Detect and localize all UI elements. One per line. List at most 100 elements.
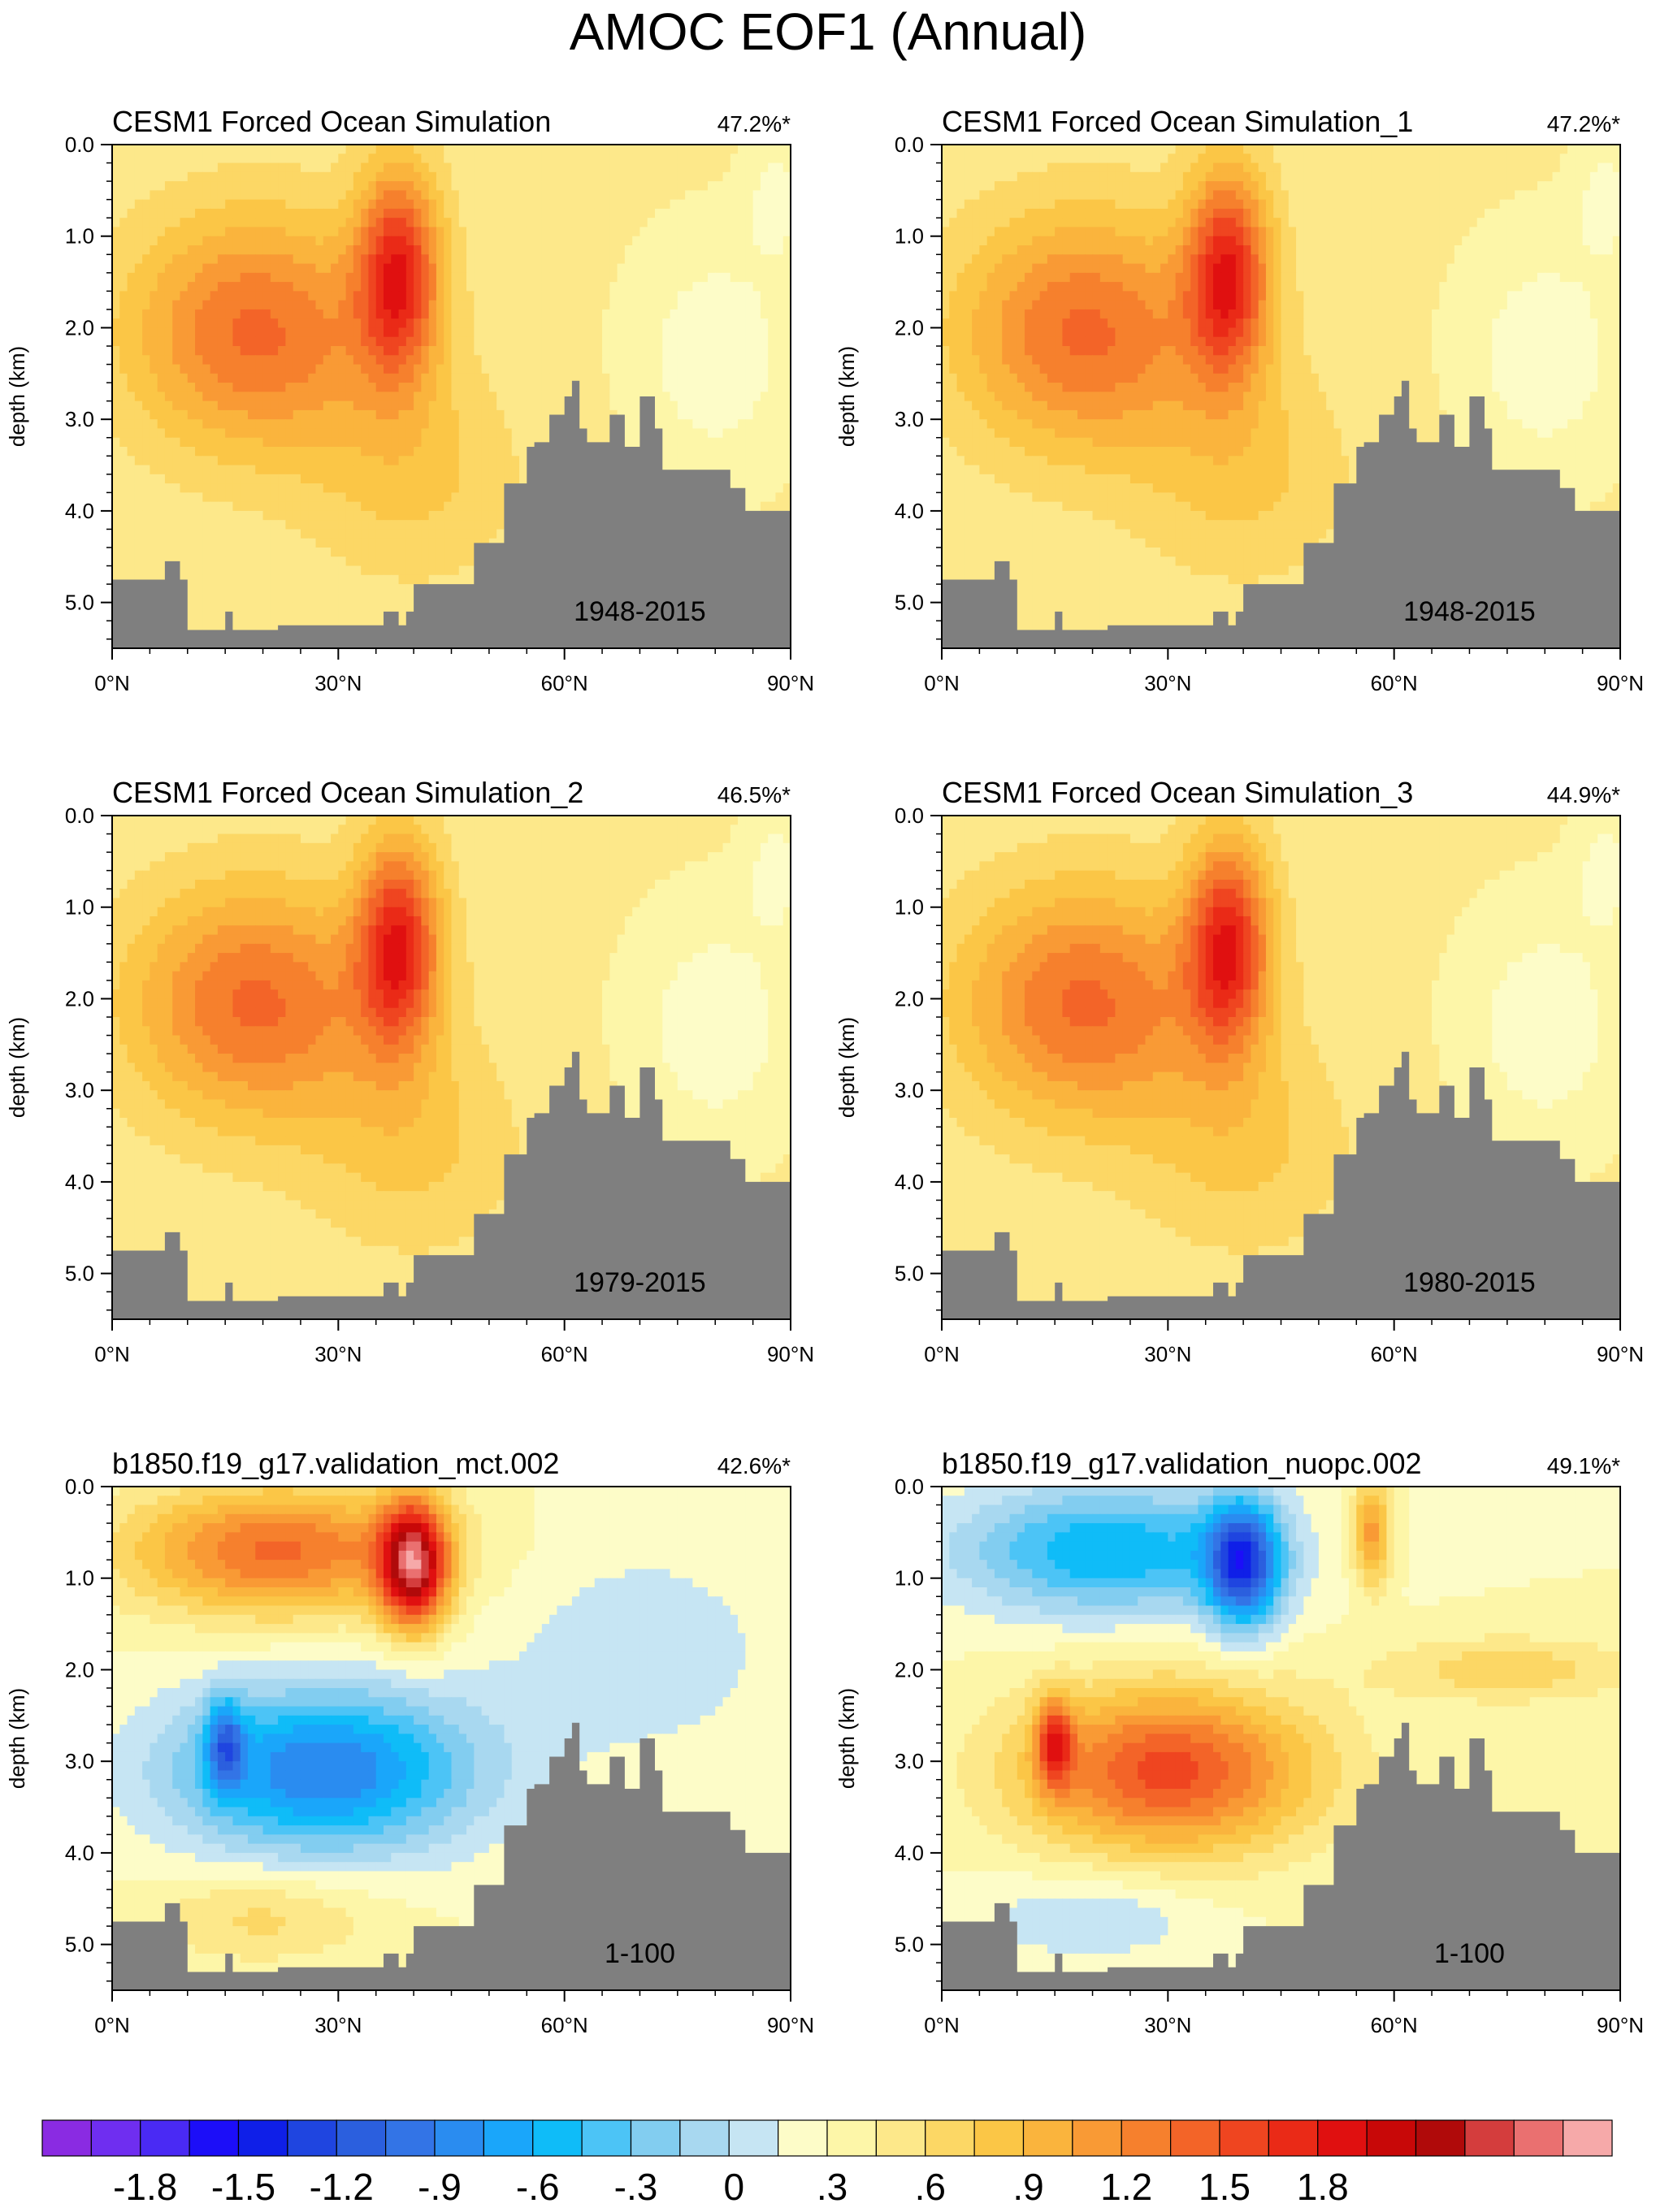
colorbar-box [1464, 2119, 1515, 2157]
colorbar-box [1121, 2119, 1172, 2157]
y-tick-label: 5.0 [895, 1933, 924, 1957]
colorbar-label: -.6 [516, 2166, 560, 2208]
panel-title: CESM1 Forced Ocean Simulation_1 [942, 105, 1413, 138]
colorbar-box [385, 2119, 436, 2157]
colorbar-box [1268, 2119, 1319, 2157]
y-axis-label: depth (km) [835, 346, 859, 447]
seafloor-mask [942, 1051, 1620, 1319]
x-tick-label: 30°N [1144, 671, 1191, 695]
colorbar-label: .9 [1012, 2166, 1043, 2208]
y-tick-label: 3.0 [65, 407, 94, 431]
x-tick-label: 90°N [1597, 1342, 1644, 1366]
y-tick-label: 4.0 [895, 499, 924, 523]
x-tick-label: 0°N [94, 2013, 130, 2037]
colorbar-box [1317, 2119, 1368, 2157]
eof-panel-1: 0.0 1.0 2.0 3.0 4.0 5.0 0°N 30°N 60°N 90°N depth (… [5, 105, 814, 695]
x-tick-label: 90°N [1597, 671, 1644, 695]
colorbar-box [1563, 2119, 1613, 2157]
y-axis-label: depth (km) [5, 1688, 29, 1789]
eof-panel-6: 0.0 1.0 2.0 3.0 4.0 5.0 0°N 30°N 60°N 90°N depth (… [835, 1447, 1644, 2037]
y-tick-label: 2.0 [895, 1657, 924, 1682]
variance-label: 46.5%* [717, 782, 791, 807]
y-tick-label: 0.0 [65, 132, 94, 157]
x-tick-label: 60°N [1371, 2013, 1418, 2037]
years-label: 1-100 [1434, 1938, 1505, 1969]
y-tick-label: 4.0 [895, 1170, 924, 1194]
x-tick-label: 60°N [541, 1342, 588, 1366]
x-tick-label: 0°N [94, 671, 130, 695]
y-tick-label: 2.0 [895, 986, 924, 1011]
years-label: 1948-2015 [574, 596, 706, 627]
eof-panel-5: 0.0 1.0 2.0 3.0 4.0 5.0 0°N 30°N 60°N 90°N depth (… [5, 1447, 814, 2037]
y-tick-label: 5.0 [65, 1262, 94, 1286]
colorbar-label: -1.5 [211, 2166, 275, 2208]
x-tick-label: 0°N [924, 1342, 960, 1366]
colorbar-box [1170, 2119, 1220, 2157]
y-tick-label: 0.0 [65, 1474, 94, 1499]
colorbar-box [1072, 2119, 1122, 2157]
seafloor-mask [942, 1722, 1620, 1990]
colorbar-box [41, 2119, 92, 2157]
panel-title: b1850.f19_g17.validation_mct.002 [112, 1447, 559, 1480]
colorbar-box [875, 2119, 926, 2157]
seafloor-mask [112, 1722, 791, 1990]
eof-panel-3: 0.0 1.0 2.0 3.0 4.0 5.0 0°N 30°N 60°N 90°N depth (… [5, 776, 814, 1366]
x-tick-label: 30°N [314, 671, 362, 695]
colorbar-box [778, 2119, 828, 2157]
x-tick-label: 60°N [541, 671, 588, 695]
colorbar-box [1415, 2119, 1466, 2157]
y-tick-label: 0.0 [895, 1474, 924, 1499]
x-tick-label: 60°N [1371, 1342, 1418, 1366]
panel-title: CESM1 Forced Ocean Simulation [112, 105, 551, 138]
colorbar-label: .6 [915, 2166, 946, 2208]
years-label: 1948-2015 [1403, 596, 1536, 627]
x-tick-label: 0°N [924, 671, 960, 695]
colorbar-box [826, 2119, 877, 2157]
y-tick-label: 1.0 [895, 895, 924, 920]
colorbar-box [140, 2119, 190, 2157]
panel-title: CESM1 Forced Ocean Simulation_2 [112, 776, 583, 809]
colorbar-label: -.9 [418, 2166, 462, 2208]
y-tick-label: 4.0 [65, 1170, 94, 1194]
panel-title: CESM1 Forced Ocean Simulation_3 [942, 776, 1413, 809]
colorbar-box [1513, 2119, 1564, 2157]
colorbar-box [483, 2119, 534, 2157]
colorbar-label: 1.8 [1297, 2166, 1349, 2208]
colorbar-label: -1.2 [310, 2166, 374, 2208]
years-label: 1980-2015 [1403, 1267, 1536, 1298]
years-label: 1979-2015 [574, 1267, 706, 1298]
y-tick-label: 1.0 [65, 1566, 94, 1591]
variance-label: 47.2%* [1547, 111, 1620, 136]
colorbar-box [287, 2119, 337, 2157]
colorbar-label: 0 [723, 2166, 744, 2208]
y-tick-label: 2.0 [65, 315, 94, 340]
y-tick-label: 5.0 [895, 591, 924, 615]
eof-panel-2: 0.0 1.0 2.0 3.0 4.0 5.0 0°N 30°N 60°N 90°N depth (… [835, 105, 1644, 695]
y-tick-label: 0.0 [65, 803, 94, 828]
x-tick-label: 60°N [1371, 671, 1418, 695]
x-tick-label: 0°N [94, 1342, 130, 1366]
y-tick-label: 1.0 [895, 1566, 924, 1591]
y-tick-label: 1.0 [65, 224, 94, 249]
colorbar-box [434, 2119, 484, 2157]
y-tick-label: 5.0 [895, 1262, 924, 1286]
colorbar-box [679, 2119, 730, 2157]
y-tick-label: 2.0 [65, 1657, 94, 1682]
y-tick-label: 3.0 [895, 1749, 924, 1773]
y-tick-label: 2.0 [895, 315, 924, 340]
colorbar-label: 1.2 [1100, 2166, 1152, 2208]
colorbar-label: -1.8 [113, 2166, 177, 2208]
variance-label: 49.1%* [1547, 1453, 1620, 1478]
x-tick-label: 90°N [767, 671, 814, 695]
seafloor-mask [112, 380, 791, 648]
x-tick-label: 0°N [924, 2013, 960, 2037]
y-tick-label: 0.0 [895, 803, 924, 828]
y-tick-label: 3.0 [65, 1078, 94, 1102]
colorbar-label: 1.5 [1199, 2166, 1251, 2208]
y-tick-label: 3.0 [65, 1749, 94, 1773]
y-axis-label: depth (km) [835, 1017, 859, 1118]
colorbar-box [90, 2119, 141, 2157]
colorbar-box [1022, 2119, 1073, 2157]
colorbar-box [189, 2119, 240, 2157]
y-tick-label: 4.0 [65, 499, 94, 523]
